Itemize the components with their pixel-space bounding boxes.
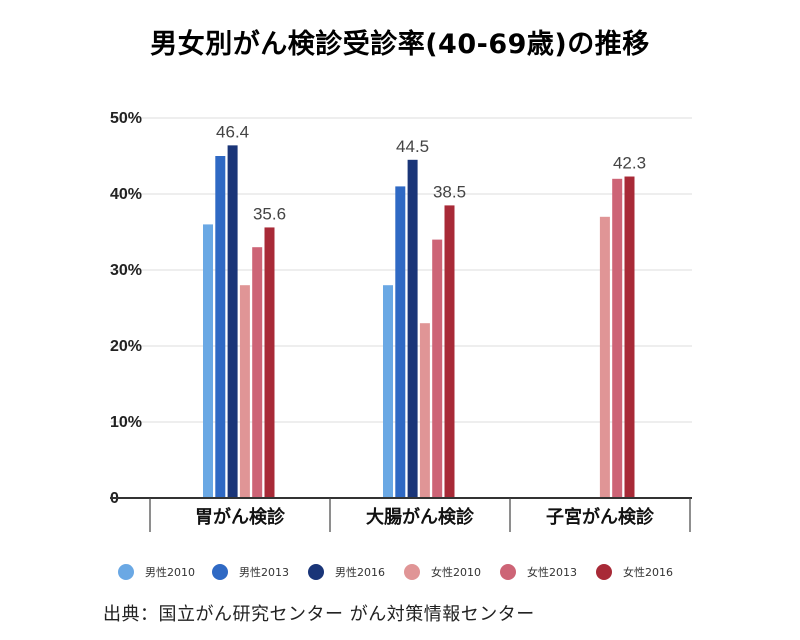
bar	[407, 159, 418, 499]
legend-marker	[404, 564, 420, 580]
legend-marker	[118, 564, 134, 580]
bar	[383, 285, 393, 498]
bar	[239, 285, 250, 498]
bar	[419, 323, 430, 498]
data-label: 46.4	[216, 122, 249, 141]
bar	[395, 186, 406, 498]
legend-marker	[212, 564, 228, 580]
legend-label: 女性2010	[431, 565, 481, 579]
x-tick-label: 大腸がん検診	[366, 506, 475, 528]
y-tick-label: 40%	[110, 186, 142, 203]
legend-label: 男性2016	[335, 565, 385, 579]
data-label: 42.3	[613, 154, 646, 173]
legend-label: 男性2013	[239, 565, 289, 579]
x-tick-label: 胃がん検診	[195, 506, 286, 528]
legend-label: 女性2016	[623, 565, 673, 579]
bar	[432, 239, 443, 498]
y-tick-label: 30%	[110, 262, 142, 279]
bar	[612, 178, 623, 499]
x-axis: 胃がん検診 大腸がん検診 子宮がん検診	[110, 497, 692, 532]
bar	[252, 247, 263, 498]
chart-title: 男女別がん検診受診率(40-69歳)の推移	[150, 29, 650, 60]
data-label: 38.5	[433, 182, 466, 201]
y-axis: 010%20%30%40%50%	[110, 110, 142, 507]
bar	[227, 145, 238, 499]
legend-label: 女性2013	[527, 565, 577, 579]
y-tick-label: 50%	[110, 110, 142, 127]
legend-marker	[500, 564, 516, 580]
x-tick-label: 子宮がん検診	[546, 506, 655, 528]
data-label: 44.5	[396, 137, 429, 156]
source-note: 出典：国立がん研究センター がん対策情報センター	[103, 604, 535, 625]
bars	[203, 145, 635, 499]
y-tick-label: 20%	[110, 338, 142, 355]
bar	[264, 227, 275, 498]
legend-marker	[596, 564, 612, 580]
y-tick-label: 10%	[110, 414, 142, 431]
data-label: 35.6	[253, 204, 286, 223]
bar	[444, 205, 455, 498]
legend: 男性2010 男性2013 男性2016 女性2010 女性2013 女性2016	[118, 564, 673, 580]
data-labels: 46.4 35.6 44.5 38.5 42.3	[216, 122, 646, 223]
bar	[599, 216, 610, 499]
bar	[624, 176, 635, 498]
legend-label: 男性2010	[145, 565, 195, 579]
bar	[215, 156, 226, 498]
bar	[203, 224, 213, 498]
legend-marker	[308, 564, 324, 580]
